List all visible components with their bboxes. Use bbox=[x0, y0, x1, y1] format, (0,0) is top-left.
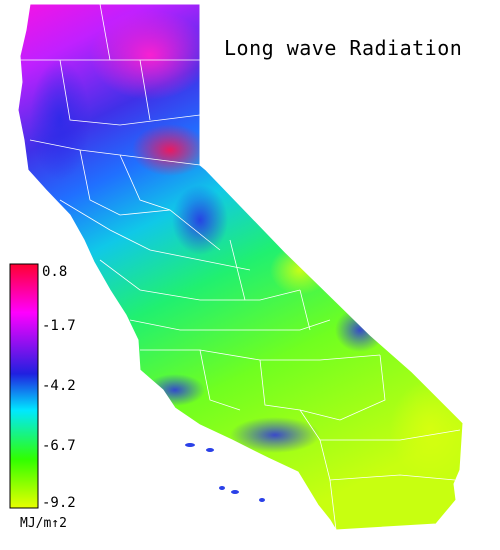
california-outline bbox=[17, 3, 464, 531]
county-boundaries bbox=[20, 4, 461, 530]
legend-unit-label: MJ/m↑2 bbox=[20, 516, 67, 531]
legend-color-bar bbox=[9, 263, 39, 509]
legend-tick-max: 0.8 bbox=[42, 264, 68, 280]
coastal-islands bbox=[185, 443, 265, 502]
legend-tick-4: -6.7 bbox=[42, 438, 76, 454]
legend-tick-3: -4.2 bbox=[42, 378, 76, 394]
legend-tick-min: -9.2 bbox=[42, 495, 76, 511]
legend-tick-2: -1.7 bbox=[42, 318, 76, 334]
map-title: Long wave Radiation bbox=[224, 36, 463, 60]
